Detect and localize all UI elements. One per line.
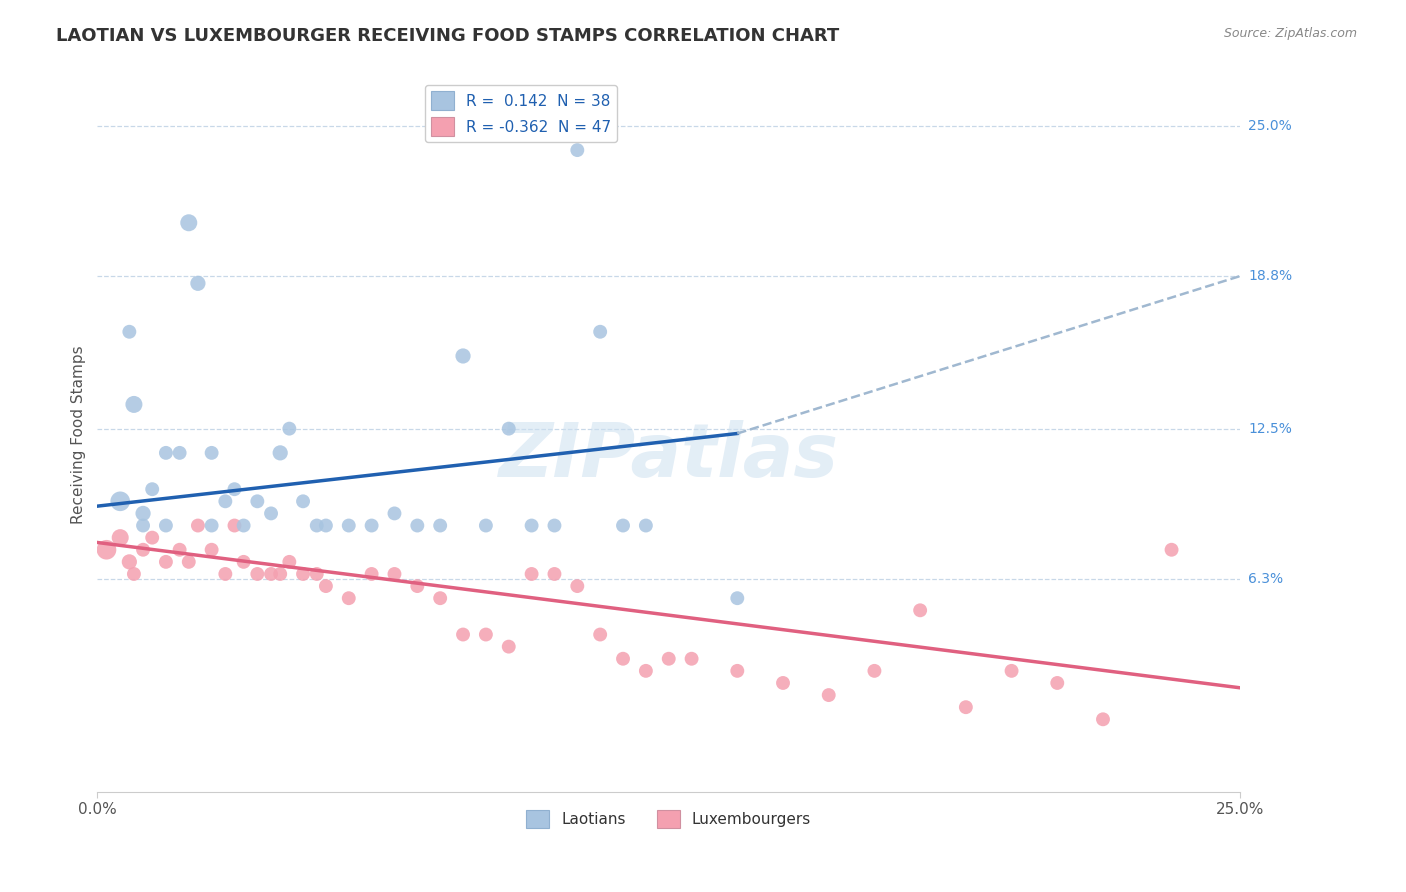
Point [292,566,315,581]
Point [177,555,200,569]
Point [543,566,565,581]
Point [214,494,236,508]
Point [1000,664,1022,678]
Point [772,676,794,690]
Point [155,518,177,533]
Point [292,494,315,508]
Point [177,216,200,230]
Point [498,422,520,436]
Point [634,664,657,678]
Point [269,566,291,581]
Point [96,542,118,557]
Point [406,579,429,593]
Point [612,518,634,533]
Point [589,325,612,339]
Point [658,652,681,666]
Point [315,579,337,593]
Point [141,482,163,496]
Point [201,518,224,533]
Text: 18.8%: 18.8% [1249,269,1292,283]
Point [908,603,931,617]
Point [122,397,145,411]
Point [543,518,565,533]
Point [269,446,291,460]
Point [725,591,748,606]
Point [118,325,141,339]
Point [567,579,589,593]
Point [612,652,634,666]
Point [520,518,543,533]
Point [224,482,246,496]
Legend: Laotians, Luxembourgers: Laotians, Luxembourgers [520,804,817,834]
Point [429,591,451,606]
Text: LAOTIAN VS LUXEMBOURGER RECEIVING FOOD STAMPS CORRELATION CHART: LAOTIAN VS LUXEMBOURGER RECEIVING FOOD S… [56,27,839,45]
Point [634,518,657,533]
Point [451,627,474,641]
Point [132,518,155,533]
Point [132,542,155,557]
Point [122,566,145,581]
Point [305,566,328,581]
Point [108,531,131,545]
Point [278,422,301,436]
Point [187,518,209,533]
Point [360,518,382,533]
Point [187,277,209,291]
Point [337,591,360,606]
Point [384,566,406,581]
Point [155,446,177,460]
Point [451,349,474,363]
Point [201,446,224,460]
Point [406,518,429,533]
Point [108,494,131,508]
Text: 6.3%: 6.3% [1249,572,1284,586]
Point [315,518,337,533]
Point [360,566,382,581]
Point [337,518,360,533]
Point [169,446,191,460]
Point [681,652,703,666]
Point [475,627,498,641]
Point [955,700,977,714]
Point [246,566,269,581]
Point [118,555,141,569]
Point [232,518,254,533]
Point [725,664,748,678]
Point [155,555,177,569]
Point [429,518,451,533]
Point [498,640,520,654]
Point [141,531,163,545]
Text: Source: ZipAtlas.com: Source: ZipAtlas.com [1223,27,1357,40]
Point [260,566,283,581]
Point [169,542,191,557]
Point [201,542,224,557]
Point [132,507,155,521]
Point [1160,542,1182,557]
Point [305,518,328,533]
Point [384,507,406,521]
Point [520,566,543,581]
Point [567,143,589,157]
Point [817,688,839,702]
Y-axis label: Receiving Food Stamps: Receiving Food Stamps [72,345,86,524]
Point [260,507,283,521]
Point [278,555,301,569]
Text: 12.5%: 12.5% [1249,422,1292,435]
Text: 25.0%: 25.0% [1249,119,1292,133]
Point [1046,676,1069,690]
Point [475,518,498,533]
Point [232,555,254,569]
Point [246,494,269,508]
Point [224,518,246,533]
Point [1091,712,1114,726]
Point [214,566,236,581]
Text: ZIPatlas: ZIPatlas [499,419,839,492]
Point [589,627,612,641]
Point [863,664,886,678]
